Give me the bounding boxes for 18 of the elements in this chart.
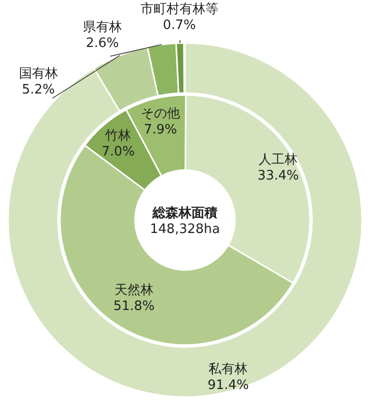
data-label: 51.8% bbox=[113, 299, 155, 314]
slice-label: その他 bbox=[140, 106, 180, 122]
data-label: 2.6% bbox=[86, 36, 119, 51]
slice-label: 県有林 bbox=[82, 20, 122, 35]
data-label: 7.0% bbox=[102, 144, 135, 160]
slice-label: 私有林 bbox=[208, 362, 248, 378]
slice-label: 人工林 bbox=[258, 152, 298, 168]
data-label: 91.4% bbox=[208, 378, 249, 394]
data-label: 33.4% bbox=[258, 168, 299, 184]
slice-label: 天然林 bbox=[114, 283, 154, 298]
slice-label: 国有林 bbox=[18, 66, 58, 82]
text: 総森林面積 bbox=[152, 206, 218, 221]
text: 148,328ha bbox=[150, 222, 220, 237]
slice-label: 市町村有林等 bbox=[140, 2, 218, 18]
data-label: 0.7% bbox=[162, 18, 196, 34]
data-label: 7.9% bbox=[144, 122, 177, 138]
data-label: 5.2% bbox=[22, 82, 55, 98]
slice-label: 竹林 bbox=[105, 128, 132, 144]
